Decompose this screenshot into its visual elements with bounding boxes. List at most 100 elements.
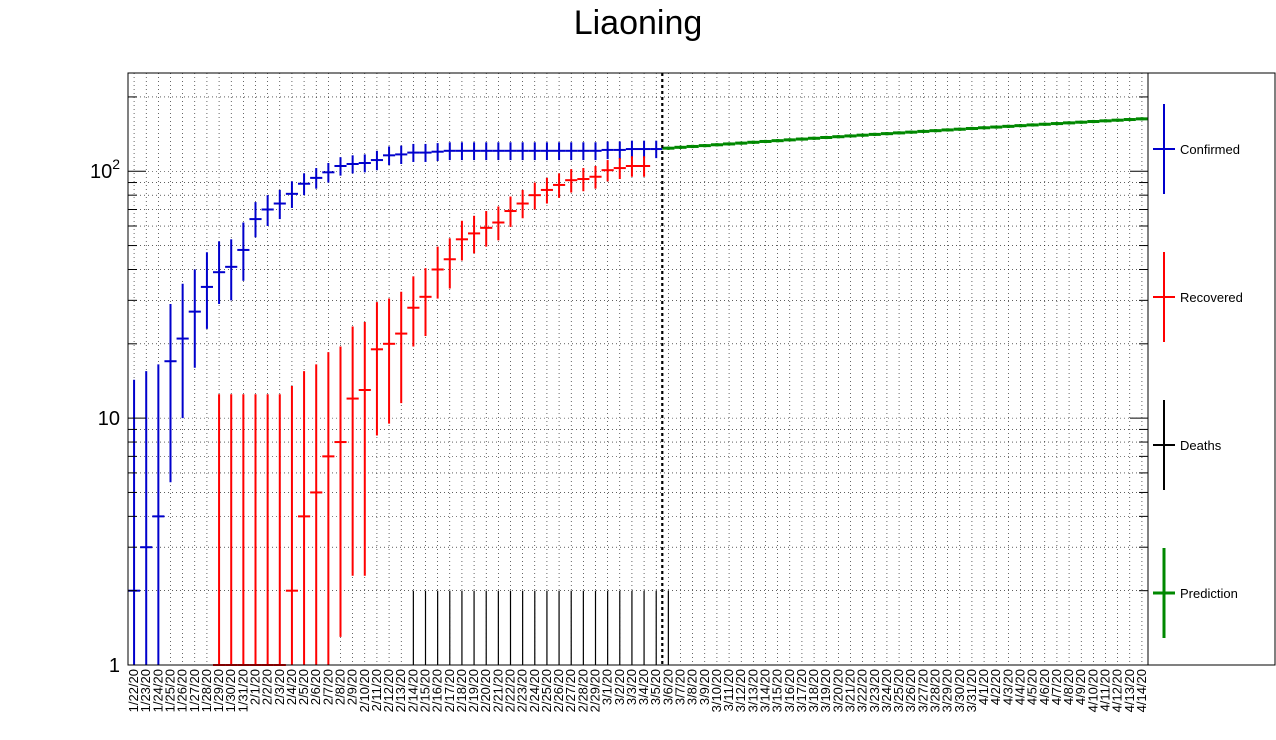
x-tick-label: 3/14/20 — [758, 669, 773, 712]
x-tick-label: 2/22/20 — [503, 669, 518, 712]
series-layer — [128, 117, 1148, 666]
x-tick-label: 3/24/20 — [879, 669, 894, 712]
x-tick-label: 2/15/20 — [418, 669, 433, 712]
x-tick-label: 1/28/20 — [199, 669, 214, 712]
x-tick-label: 4/11/20 — [1098, 669, 1113, 711]
x-tick-label: 3/5/20 — [648, 669, 663, 705]
x-tick-label: 4/2/20 — [988, 669, 1003, 705]
x-tick-label: 2/24/20 — [527, 669, 542, 712]
x-tick-label: 1/30/20 — [223, 669, 238, 712]
x-tick-label: 3/18/20 — [806, 669, 821, 712]
x-tick-label: 4/13/20 — [1122, 669, 1137, 712]
x-tick-label: 2/21/20 — [490, 669, 505, 712]
x-tick-label: 3/22/20 — [855, 669, 870, 712]
legend-label: Confirmed — [1180, 142, 1240, 157]
y-tick-label: 10 — [98, 408, 120, 430]
x-tick-label: 1/29/20 — [211, 669, 226, 712]
legend-label: Recovered — [1180, 290, 1243, 305]
x-tick-label: 2/3/20 — [272, 669, 287, 705]
x-tick-label: 3/19/20 — [818, 669, 833, 712]
chart-title: Liaoning — [573, 4, 703, 42]
x-tick-label: 2/20/20 — [478, 669, 493, 712]
x-tick-label: 3/16/20 — [782, 669, 797, 712]
x-tick-label: 4/1/20 — [976, 669, 991, 705]
x-tick-label: 3/1/20 — [600, 669, 615, 705]
y-tick-label: 102 — [90, 156, 120, 183]
x-tick-label: 1/25/20 — [163, 669, 178, 712]
legend-box — [1147, 72, 1276, 666]
grid-layer — [128, 73, 1148, 666]
legend-label: Prediction — [1180, 586, 1238, 601]
x-tick-label: 4/6/20 — [1037, 669, 1052, 705]
x-tick-label: 3/25/20 — [891, 669, 906, 712]
x-tick-label: 3/12/20 — [733, 669, 748, 712]
x-tick-label: 2/17/20 — [442, 669, 457, 712]
x-tick-label: 2/6/20 — [308, 669, 323, 705]
legend: Confirmed Recovered Deaths Prediction — [1147, 72, 1276, 666]
x-tick-label: 2/26/20 — [551, 669, 566, 712]
x-tick-label: 3/27/20 — [915, 669, 930, 712]
x-tick-label: 3/15/20 — [770, 669, 785, 712]
x-tick-label: 2/28/20 — [575, 669, 590, 712]
x-tick-label: 3/21/20 — [843, 669, 858, 712]
x-tick-label: 3/26/20 — [903, 669, 918, 712]
x-tick-label: 2/8/20 — [333, 669, 348, 705]
y-tick-label: 1 — [109, 655, 120, 677]
x-tick-label: 3/29/20 — [940, 669, 955, 712]
x-tick-label: 2/27/20 — [563, 669, 578, 712]
x-tick-label: 4/5/20 — [1025, 669, 1040, 705]
series-recovered — [213, 156, 651, 666]
x-tick-label: 3/31/20 — [964, 669, 979, 712]
x-tick-label: 2/2/20 — [260, 669, 275, 705]
plot-frame — [127, 72, 1149, 666]
x-tick-label: 2/18/20 — [454, 669, 469, 712]
x-tick-label: 2/19/20 — [466, 669, 481, 712]
x-tick-label: 4/3/20 — [1000, 669, 1015, 705]
axis-layer: 1 10 102 1/22/201/23/201/24/201/25/201/26/2… — [90, 72, 1149, 712]
x-tick-label: 2/25/20 — [539, 669, 554, 712]
series-confirmed — [128, 140, 663, 665]
x-tick-label: 1/24/20 — [150, 669, 165, 712]
x-tick-label: 3/23/20 — [867, 669, 882, 712]
x-tick-label: 1/31/20 — [235, 669, 250, 712]
x-tick-label: 2/1/20 — [248, 669, 263, 705]
x-tick-label: 2/23/20 — [515, 669, 530, 712]
x-tick-label: 3/8/20 — [685, 669, 700, 705]
x-tick-label: 3/7/20 — [673, 669, 688, 705]
x-tick-label: 3/28/20 — [928, 669, 943, 712]
x-tick-label: 3/17/20 — [794, 669, 809, 712]
x-tick-label: 4/14/20 — [1134, 669, 1149, 712]
x-tick-label: 2/11/20 — [369, 669, 384, 711]
x-tick-label: 2/10/20 — [357, 669, 372, 712]
series-prediction — [662, 117, 1148, 150]
x-tick-label: 1/23/20 — [138, 669, 153, 712]
x-tick-label: 2/16/20 — [430, 669, 445, 712]
x-tick-label: 2/13/20 — [393, 669, 408, 712]
x-tick-label: 1/22/20 — [126, 669, 141, 712]
x-tick-label: 2/14/20 — [405, 669, 420, 712]
x-tick-label: 2/9/20 — [345, 669, 360, 705]
series-deaths — [412, 590, 669, 665]
x-tick-label: 4/12/20 — [1110, 669, 1125, 712]
legend-label: Deaths — [1180, 438, 1222, 453]
x-tick-label: 4/10/20 — [1085, 669, 1100, 712]
x-tick-label: 1/26/20 — [175, 669, 190, 712]
x-tick-label: 3/9/20 — [697, 669, 712, 705]
x-tick-label: 3/4/20 — [636, 669, 651, 705]
x-tick-label: 2/12/20 — [381, 669, 396, 712]
x-tick-label: 3/20/20 — [830, 669, 845, 712]
x-tick-label: 2/4/20 — [284, 669, 299, 705]
x-tick-label: 4/8/20 — [1061, 669, 1076, 705]
x-tick-label: 4/9/20 — [1073, 669, 1088, 705]
x-tick-label: 3/6/20 — [660, 669, 675, 705]
x-tick-label: 4/4/20 — [1013, 669, 1028, 705]
x-tick-label: 2/29/20 — [588, 669, 603, 712]
x-tick-label: 3/13/20 — [745, 669, 760, 712]
x-tick-label: 4/7/20 — [1049, 669, 1064, 705]
x-tick-label: 3/3/20 — [624, 669, 639, 705]
x-tick-label: 3/10/20 — [709, 669, 724, 712]
x-tick-label: 2/5/20 — [296, 669, 311, 705]
x-tick-label: 3/11/20 — [721, 669, 736, 711]
x-tick-label: 1/27/20 — [187, 669, 202, 712]
